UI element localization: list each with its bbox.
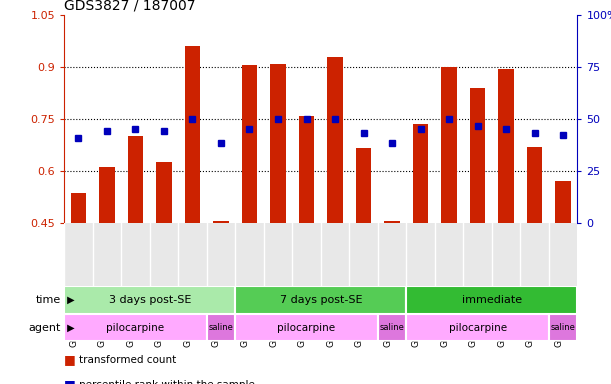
Text: pilocarpine: pilocarpine — [448, 323, 507, 333]
Text: immediate: immediate — [462, 295, 522, 305]
Bar — [128, 136, 143, 223]
Bar — [378, 314, 406, 341]
Bar — [327, 57, 343, 223]
Bar — [207, 314, 235, 341]
Bar — [406, 286, 577, 314]
Text: 3 days post-SE: 3 days post-SE — [109, 295, 191, 305]
Bar — [555, 181, 571, 223]
Bar — [213, 221, 229, 223]
Text: time: time — [36, 295, 61, 305]
Text: saline: saline — [208, 323, 233, 332]
Bar — [235, 314, 378, 341]
Bar — [549, 314, 577, 341]
Bar — [270, 64, 286, 223]
Text: pilocarpine: pilocarpine — [106, 323, 164, 333]
Bar — [156, 162, 172, 223]
Bar — [299, 116, 314, 223]
Bar — [441, 67, 457, 223]
Bar — [235, 286, 406, 314]
Text: ▶: ▶ — [64, 295, 74, 305]
Bar — [70, 194, 86, 223]
Bar — [64, 314, 207, 341]
Bar — [185, 46, 200, 223]
Text: percentile rank within the sample: percentile rank within the sample — [79, 380, 255, 384]
Text: saline: saline — [379, 323, 404, 332]
Bar — [64, 286, 235, 314]
Bar — [384, 221, 400, 223]
Text: saline: saline — [551, 323, 576, 332]
Bar — [470, 88, 486, 223]
Bar — [241, 65, 257, 223]
Bar — [499, 69, 514, 223]
Text: agent: agent — [29, 323, 61, 333]
Bar — [99, 167, 115, 223]
Text: ■: ■ — [64, 353, 76, 366]
Text: ▶: ▶ — [64, 323, 74, 333]
Text: ■: ■ — [64, 378, 76, 384]
Bar — [413, 124, 428, 223]
Bar — [527, 147, 543, 223]
Text: GDS3827 / 187007: GDS3827 / 187007 — [64, 0, 196, 13]
Text: transformed count: transformed count — [79, 355, 177, 365]
Text: pilocarpine: pilocarpine — [277, 323, 335, 333]
Bar — [356, 149, 371, 223]
Bar — [406, 314, 549, 341]
Text: 7 days post-SE: 7 days post-SE — [279, 295, 362, 305]
